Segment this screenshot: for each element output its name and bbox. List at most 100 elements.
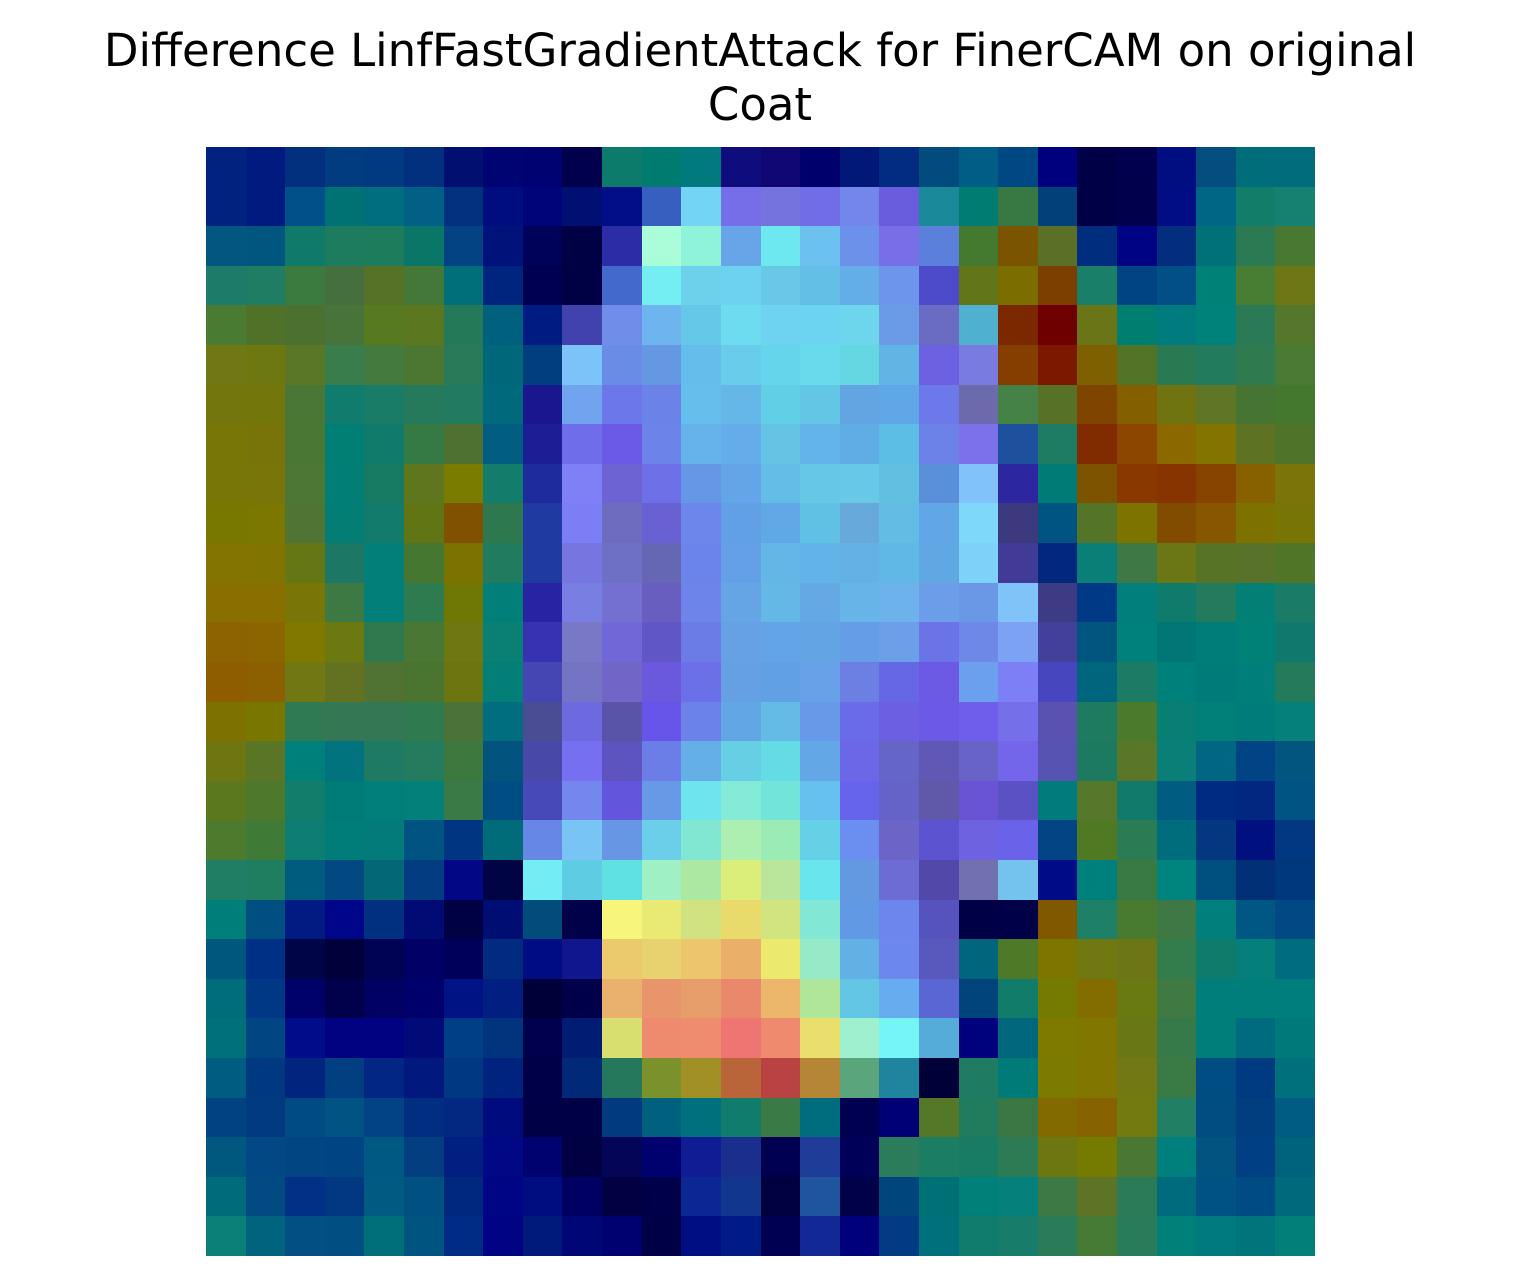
heatmap-cell [206,543,246,583]
heatmap-cell [1196,781,1236,820]
heatmap-cell [364,900,404,939]
heatmap-cell [246,187,285,226]
heatmap-cell [800,741,840,781]
heatmap-cell [761,187,800,226]
heatmap-cell [246,266,285,305]
heatmap-cell [523,187,562,226]
heatmap-cell [325,424,364,464]
heatmap-cell [721,187,761,226]
heatmap-cell [879,464,919,503]
heatmap-cell [1236,147,1275,187]
heatmap-cell [404,781,444,820]
heatmap-cell [840,1098,879,1137]
heatmap-cell [444,900,483,939]
heatmap-cell [523,1216,562,1256]
heatmap-cell [721,147,761,187]
heatmap-cell [998,741,1038,781]
heatmap-cell [681,1098,721,1137]
heatmap-cell [919,543,959,583]
heatmap-cell [998,583,1038,622]
heatmap-cell [998,1137,1038,1177]
heatmap-cell [959,1058,998,1098]
heatmap-cell [602,1177,642,1216]
heatmap-cell [285,662,325,702]
heatmap-cell [602,820,642,860]
heatmap-cell [364,187,404,226]
heatmap-cell [840,1137,879,1177]
heatmap-cell [1157,503,1196,543]
heatmap-cell [602,860,642,900]
heatmap-cell [1077,187,1117,226]
heatmap-cell [602,741,642,781]
heatmap-cell [364,1058,404,1098]
heatmap-cell [444,385,483,424]
heatmap-cell [483,662,523,702]
heatmap-cell [879,583,919,622]
heatmap-cell [285,820,325,860]
heatmap-cell [444,781,483,820]
heatmap-cell [444,503,483,543]
heatmap-cell [998,385,1038,424]
heatmap-cell [325,741,364,781]
heatmap-cell [285,979,325,1018]
heatmap-cell [761,979,800,1018]
heatmap-cell [364,385,404,424]
heatmap-cell [602,226,642,266]
heatmap-cell [761,464,800,503]
heatmap-cell [562,503,602,543]
heatmap-cell [206,741,246,781]
heatmap-cell [246,900,285,939]
heatmap-cell [364,662,404,702]
heatmap-cell [523,781,562,820]
heatmap-cell [444,424,483,464]
heatmap-cell [761,1216,800,1256]
heatmap-cell [404,1098,444,1137]
heatmap-cell [761,1058,800,1098]
heatmap-cell [1157,741,1196,781]
heatmap-cell [800,424,840,464]
heatmap-cell [444,305,483,345]
heatmap-cell [879,305,919,345]
heatmap-cell [998,1098,1038,1137]
heatmap-cell [444,1137,483,1177]
heatmap-cell [523,1058,562,1098]
heatmap-cell [325,622,364,662]
heatmap-cell [364,1177,404,1216]
heatmap-cell [483,503,523,543]
heatmap-cell [1236,1177,1275,1216]
heatmap-cell [325,979,364,1018]
heatmap-cell [483,345,523,385]
heatmap-cell [1275,226,1315,266]
heatmap-cell [206,900,246,939]
heatmap-cell [761,860,800,900]
heatmap-cell [1236,266,1275,305]
heatmap-cell [246,226,285,266]
heatmap-cell [285,543,325,583]
heatmap-cell [364,1216,404,1256]
heatmap-cell [1275,820,1315,860]
heatmap-cell [1077,820,1117,860]
heatmap-cell [1038,1216,1077,1256]
heatmap-cell [959,622,998,662]
heatmap-cell [1077,662,1117,702]
heatmap-cell [404,424,444,464]
heatmap-cell [1117,702,1157,741]
heatmap-cell [800,939,840,979]
chart-title-line-2: Coat [707,78,813,131]
heatmap-cell [483,464,523,503]
heatmap-cell [681,543,721,583]
heatmap-cell [761,583,800,622]
heatmap-cell [206,702,246,741]
heatmap-cell [800,543,840,583]
heatmap-cell [246,1098,285,1137]
heatmap-cell [444,266,483,305]
heatmap-cell [1157,543,1196,583]
heatmap-cell [681,424,721,464]
heatmap-cell [602,622,642,662]
heatmap-cell [562,305,602,345]
heatmap-cell [800,305,840,345]
heatmap-cell [1038,741,1077,781]
heatmap-cell [285,702,325,741]
heatmap-cell [681,979,721,1018]
heatmap-cell [721,1098,761,1137]
